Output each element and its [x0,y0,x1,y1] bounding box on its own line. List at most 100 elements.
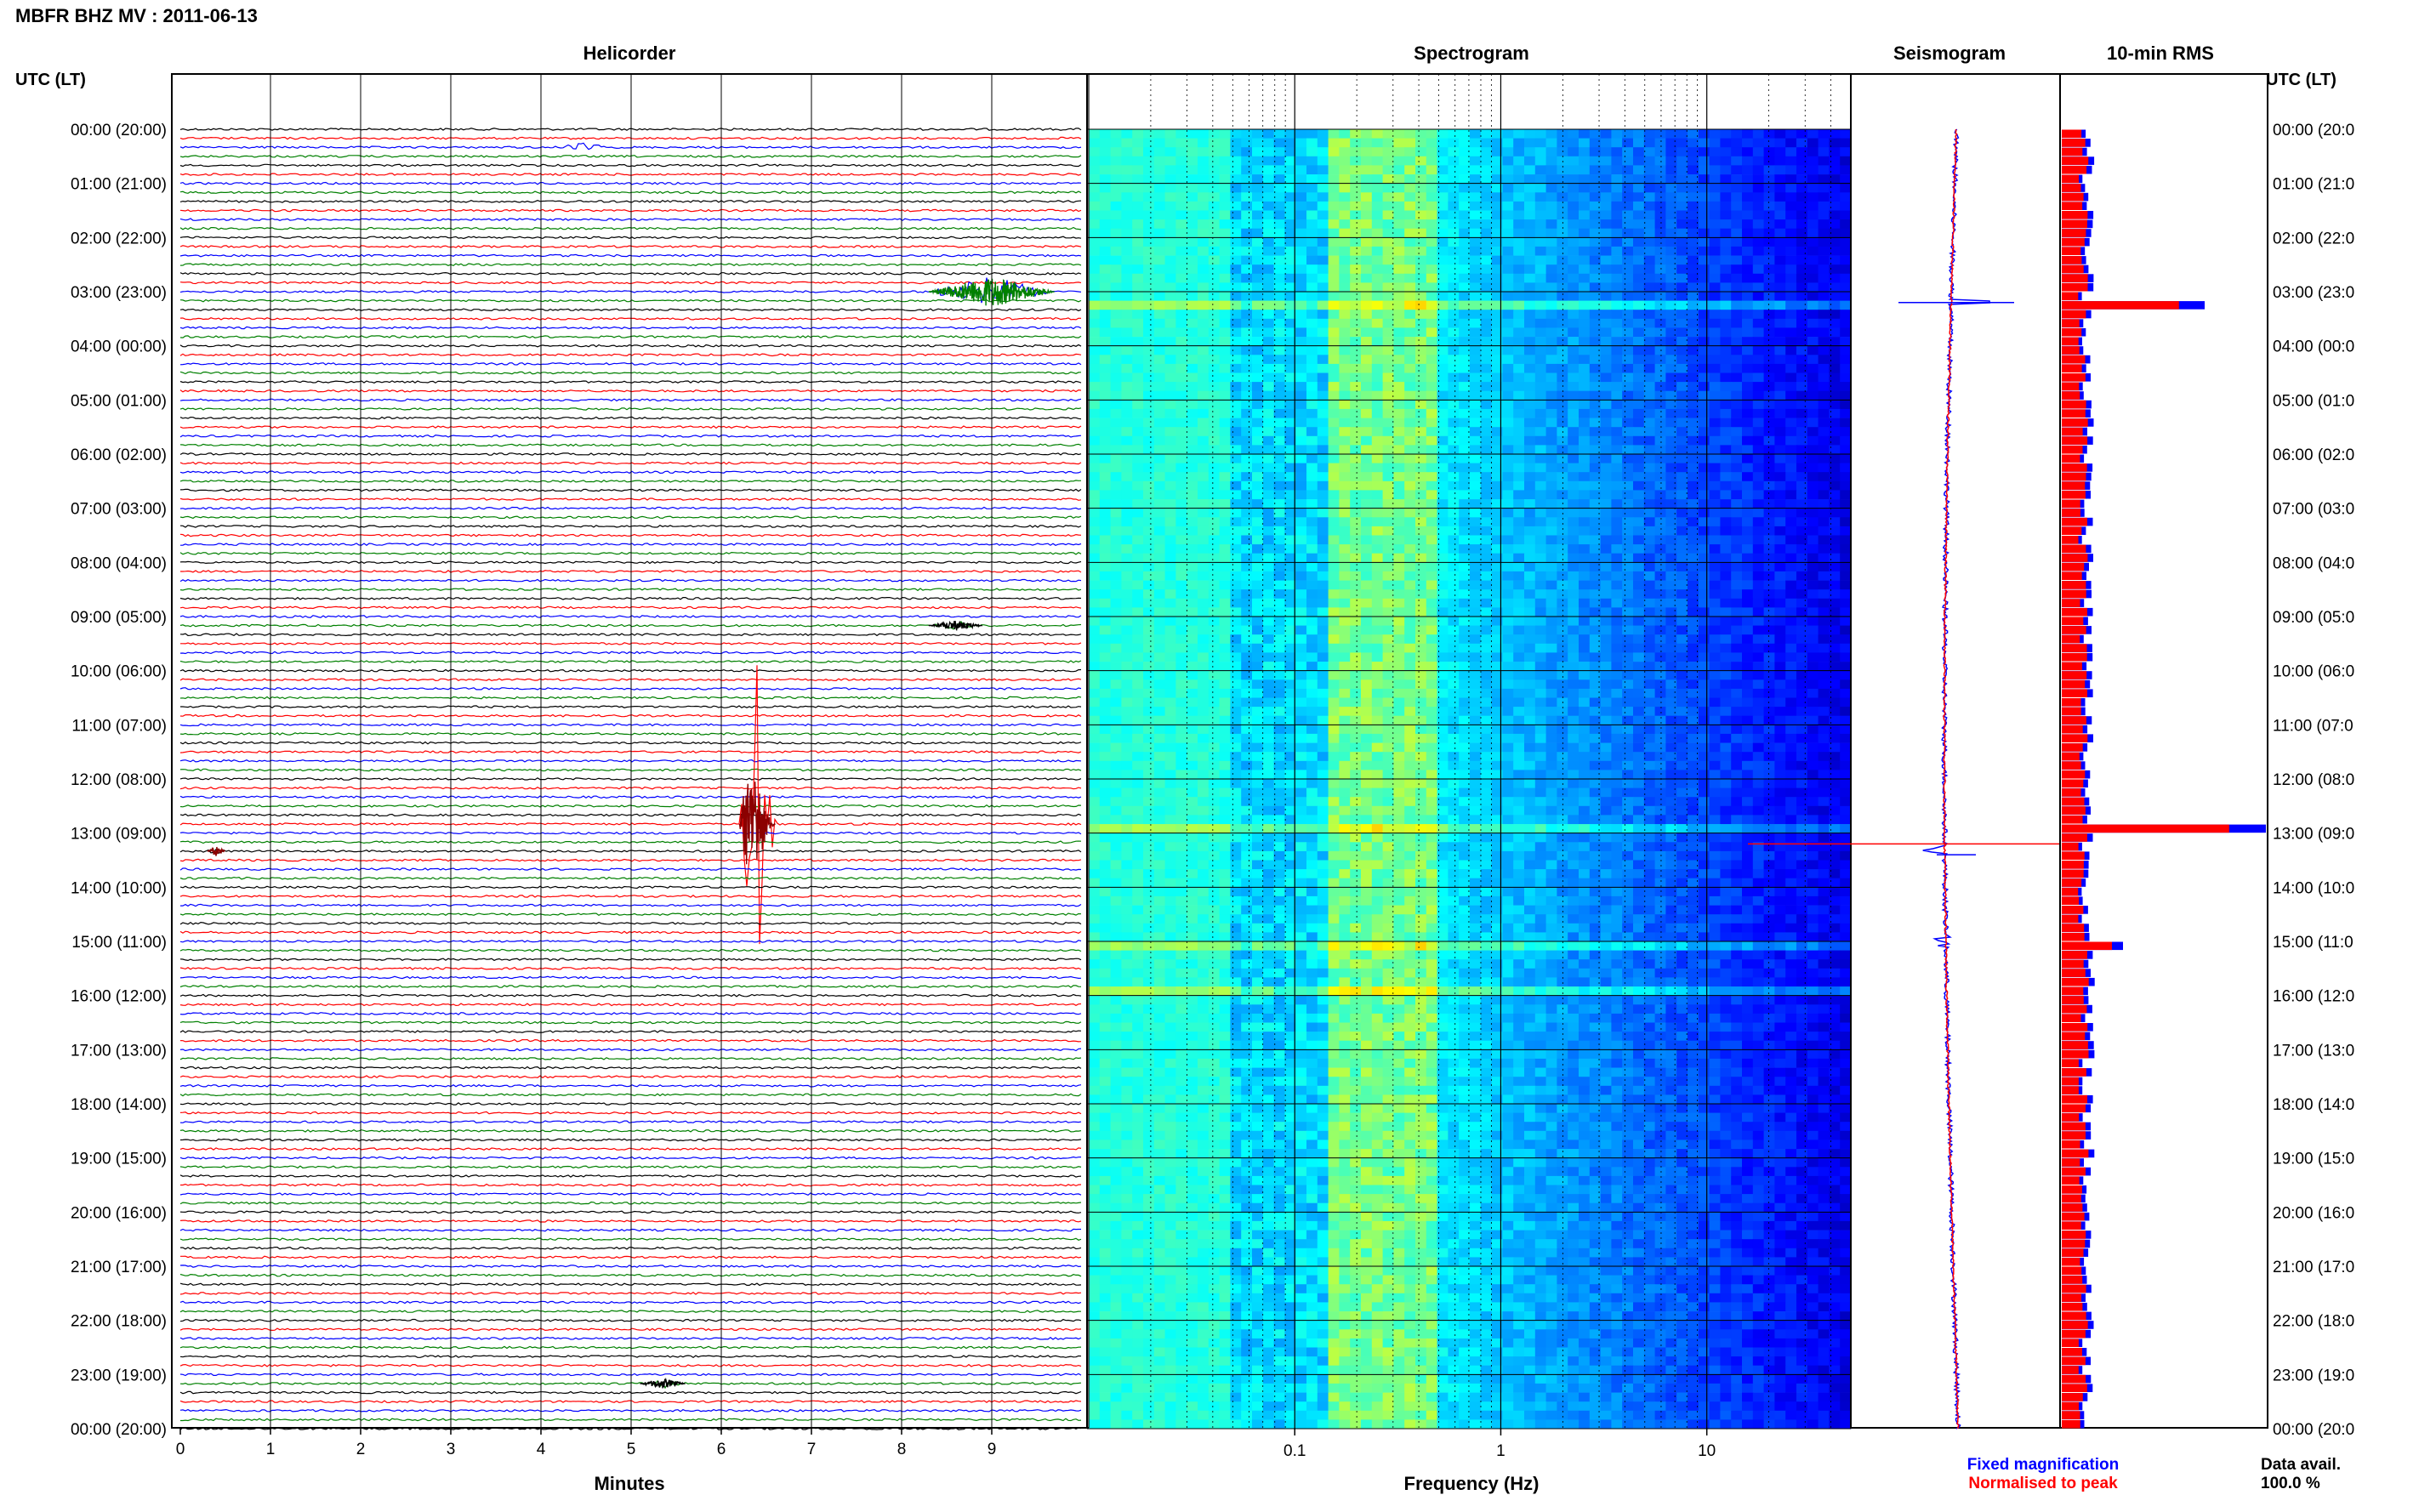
spectrogram-cell [1742,733,1754,743]
spectrogram-cell [1241,255,1253,265]
spectrogram-cell [1557,201,1568,211]
spectrogram-cell [1175,435,1187,446]
spectrogram-cell [1252,725,1264,735]
spectrogram-cell [1643,337,1656,347]
spectrogram-cell [1284,390,1296,401]
spectrogram-cell [1665,526,1677,536]
spectrogram-cell [1742,138,1754,148]
spectrogram-cell [1132,129,1144,139]
spectrogram-cell [1121,165,1133,175]
spectrogram-cell [1763,517,1775,527]
spectrogram-cell [1688,580,1699,590]
spectrogram-cell [1774,400,1786,410]
spectrogram-cell [1633,508,1645,518]
spectrogram-cell [1273,445,1285,455]
spectrogram-cell [1350,562,1362,572]
spectrogram-cell [1524,264,1536,275]
spectrogram-cell [1643,192,1656,202]
spectrogram-cell [1415,463,1427,473]
spectrogram-cell [1143,400,1155,410]
spectrogram-cell [1415,652,1427,662]
spectrogram-cell [1339,255,1351,265]
spectrogram-cell [1643,517,1656,527]
spectrogram-cell [1448,345,1460,355]
spectrogram-cell [1807,156,1819,166]
spectrogram-cell [1273,292,1285,301]
spectrogram-cell [1785,662,1797,672]
spectrogram-cell [1089,580,1101,590]
spectrogram-cell [1579,517,1591,527]
spectrogram-cell [1698,643,1710,653]
spectrogram-cell [1208,273,1221,283]
spectrogram-cell [1328,490,1340,500]
spectrogram-cell [1676,273,1688,283]
spectrogram-cell [1262,625,1275,635]
spectrogram-cell [1110,372,1122,383]
spectrogram-cell [1252,634,1264,645]
spectrogram-cell [1187,355,1198,365]
spectrogram-cell [1665,617,1677,626]
spectrogram-cell [1470,526,1482,536]
spectrogram-cell [1208,607,1221,617]
spectrogram-cell [1785,310,1797,320]
spectrogram-cell [1110,219,1122,230]
spectrogram-cell [1262,571,1275,581]
spectrogram-cell [1470,580,1482,590]
spectrogram-cell [1709,355,1721,365]
spectrogram-cell [1676,652,1688,662]
spectrogram-cell [1709,652,1721,662]
spectrogram-cell [1622,300,1634,310]
spectrogram-cell [1731,517,1743,527]
spectrogram-cell [1752,517,1765,527]
spectrogram-cell [1633,408,1645,418]
spectrogram-cell [1306,129,1318,139]
spectrogram-cell [1491,327,1503,338]
spectrogram-cell [1774,688,1786,698]
spectrogram-cell [1763,725,1775,735]
spectrogram-cell [1371,463,1384,473]
spectrogram-cell [1534,390,1547,401]
spectrogram-cell [1328,192,1340,202]
spectrogram-cell [1241,679,1253,690]
spectrogram-cell [1665,201,1677,211]
spectrogram-cell [1273,201,1285,211]
spectrogram-cell [1175,517,1187,527]
spectrogram-cell [1393,463,1405,473]
spectrogram-cell [1164,237,1176,247]
spectrogram-cell [1513,282,1525,293]
spectrogram-cell [1491,282,1503,293]
spectrogram-cell [1164,670,1176,680]
spectrogram-cell [1654,165,1666,175]
spectrogram-cell [1143,562,1155,572]
spectrogram-cell [1153,390,1166,401]
spectrogram-cell [1143,526,1155,536]
spectrogram-cell [1273,129,1285,139]
spectrogram-cell [1306,670,1318,680]
spectrogram-cell [1252,355,1264,365]
spectrogram-cell [1295,454,1307,463]
spectrogram-cell [1752,643,1765,653]
spectrogram-cell [1622,219,1634,230]
spectrogram-cell [1643,418,1656,428]
spectrogram-cell [1198,463,1210,473]
spectrogram-cell [1437,508,1449,518]
spectrogram-cell [1524,138,1536,148]
spectrogram-cell [1208,679,1221,690]
spectrogram-cell [1665,408,1677,418]
spectrogram-cell [1284,138,1296,148]
spectrogram-cell [1818,598,1830,608]
spectrogram-cell [1688,390,1699,401]
spectrogram-cell [1589,733,1602,743]
spectrogram-cell [1513,508,1525,518]
spectrogram-cell [1633,237,1645,247]
spectrogram-cell [1208,318,1221,328]
spectrogram-cell [1153,246,1166,256]
spectrogram-cell [1437,337,1449,347]
spectrogram-cell [1437,480,1449,491]
spectrogram-cell [1415,345,1427,355]
spectrogram-cell [1698,571,1710,581]
spectrogram-cell [1371,228,1384,238]
spectrogram-cell [1252,607,1264,617]
spectrogram-cell [1774,264,1786,275]
spectrogram-cell [1470,174,1482,185]
